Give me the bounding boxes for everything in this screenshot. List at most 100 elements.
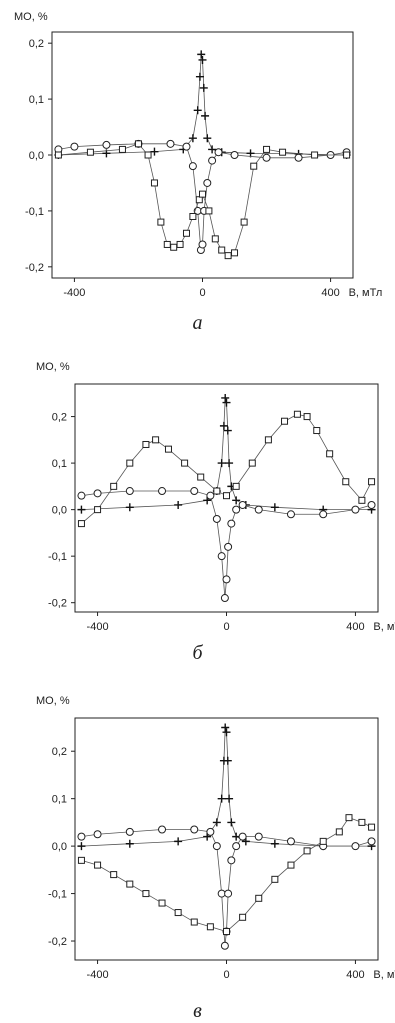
caption-b: б	[192, 642, 203, 664]
x-axis-label: В, мТл	[373, 621, 395, 633]
data-point	[232, 482, 240, 490]
data-point	[303, 413, 311, 421]
data-point	[223, 928, 230, 936]
data-point	[144, 151, 152, 159]
y-tick-label: 0,0	[52, 841, 67, 853]
series-line	[81, 727, 372, 847]
series-plus	[54, 50, 351, 159]
data-point	[205, 207, 213, 215]
data-point	[246, 149, 255, 158]
data-point	[134, 140, 142, 148]
data-point	[94, 861, 102, 869]
y-tick-label: -0,1	[48, 889, 67, 901]
data-point	[110, 871, 118, 879]
data-point	[86, 148, 94, 156]
data-point	[198, 240, 207, 249]
data-point	[125, 827, 134, 836]
data-point	[126, 880, 134, 888]
data-point	[174, 837, 183, 846]
data-point	[150, 147, 159, 156]
data-point	[239, 913, 247, 921]
data-point	[102, 140, 111, 149]
data-point	[294, 153, 303, 162]
data-point	[190, 825, 199, 834]
data-point	[125, 487, 134, 496]
x-tick-label: 0	[223, 969, 229, 981]
data-point	[227, 818, 236, 827]
y-tick-label: 0,1	[52, 458, 67, 470]
chart-panel-b: 0,2 0,1 0,0 -0,1 -0,2 -400 0 400 МО, % В, мТл б	[0, 340, 395, 670]
data-point	[217, 459, 226, 468]
data-point	[158, 487, 167, 496]
data-point	[270, 503, 279, 512]
x-tick-label: -400	[87, 621, 109, 633]
data-point	[271, 875, 279, 883]
data-point	[230, 151, 239, 159]
data-point	[313, 427, 321, 435]
data-point	[335, 828, 343, 836]
data-point	[250, 162, 258, 170]
y-tick-label: 0,0	[52, 505, 67, 517]
data-point	[54, 151, 62, 159]
data-point	[293, 410, 301, 418]
x-tick-label: -400	[87, 969, 109, 981]
data-point	[225, 794, 234, 803]
data-point	[157, 218, 165, 226]
data-point	[254, 832, 263, 841]
data-point	[368, 478, 376, 486]
data-point	[311, 151, 319, 159]
data-point	[118, 145, 126, 153]
data-point	[198, 55, 207, 64]
data-point	[150, 179, 158, 187]
data-point	[214, 148, 223, 157]
data-point	[223, 492, 230, 500]
y-axis-label: МО, %	[14, 11, 48, 23]
data-point	[319, 837, 327, 845]
chart-a: 0,2 0,1 0,0 -0,1 -0,2 -400 0 400 МО, % В, мТл	[14, 11, 382, 299]
data-point	[142, 440, 150, 448]
data-point	[77, 520, 85, 528]
data-point	[218, 246, 226, 254]
series-line	[81, 817, 372, 932]
data-point	[212, 818, 221, 827]
data-point	[190, 918, 198, 926]
data-point	[174, 909, 182, 917]
data-point	[193, 106, 202, 115]
data-point	[222, 575, 231, 584]
data-point	[94, 506, 102, 514]
data-point	[164, 445, 172, 453]
data-point	[240, 218, 248, 226]
x-tick-label: -400	[63, 287, 85, 299]
series-plus	[77, 393, 376, 514]
data-point	[197, 50, 206, 59]
data-point	[203, 134, 212, 143]
data-point	[238, 500, 247, 509]
data-point	[77, 832, 86, 841]
data-point	[232, 496, 241, 505]
data-point	[77, 856, 85, 864]
y-tick-label: -0,1	[25, 206, 44, 218]
chart-c: 0,2 0,1 0,0 -0,1 -0,2 -400 0 400 МО, % В, мТл	[36, 695, 395, 981]
data-point	[264, 436, 272, 444]
data-point	[70, 142, 79, 151]
data-point	[224, 252, 232, 260]
y-tick-label: 0,2	[52, 412, 67, 424]
data-point	[223, 756, 232, 765]
series-square	[77, 814, 376, 936]
y-axis-label: МО, %	[36, 361, 70, 373]
x-tick-label: 400	[321, 287, 339, 299]
data-point	[279, 148, 287, 156]
data-point	[227, 856, 236, 865]
data-point	[158, 899, 166, 907]
data-point	[126, 459, 134, 467]
x-tick-label: 400	[346, 621, 364, 633]
data-point	[262, 153, 271, 162]
data-point	[176, 240, 184, 248]
data-point	[217, 552, 226, 561]
data-point	[125, 503, 134, 512]
data-point	[358, 818, 366, 826]
series-square	[77, 410, 376, 528]
data-point	[221, 393, 230, 402]
data-point	[270, 839, 279, 848]
y-tick-label: 0,1	[29, 94, 44, 106]
